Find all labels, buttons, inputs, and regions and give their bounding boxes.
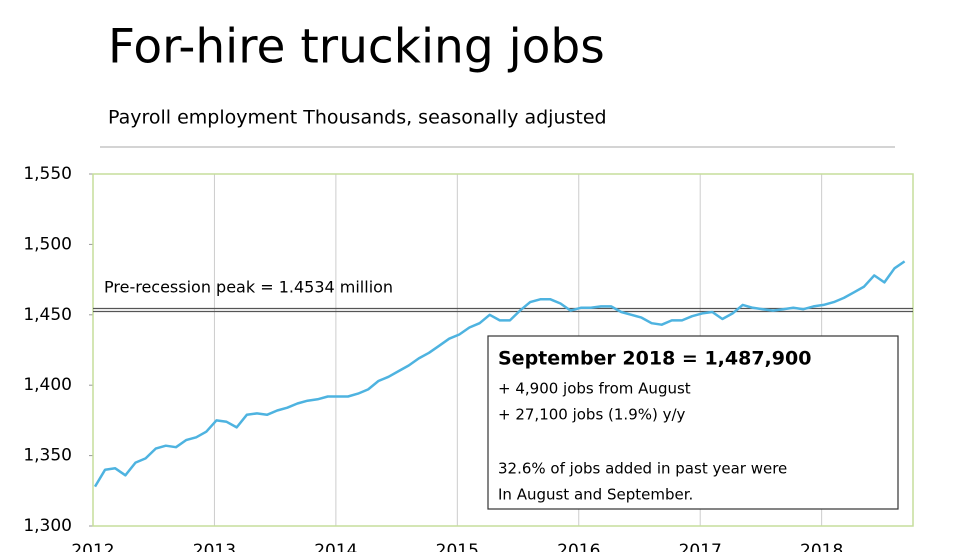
y-tick-label: 1,300: [23, 516, 72, 536]
chart-subtitle: Payroll employment Thousands, seasonally…: [108, 107, 607, 129]
x-tick-label: 2013: [193, 541, 236, 552]
x-tick-label: 2016: [557, 541, 600, 552]
x-tick-label: 2012: [71, 541, 114, 552]
callout-box: [487, 335, 899, 510]
y-tick-label: 1,500: [23, 234, 72, 254]
callout-line: 32.6% of jobs added in past year were: [498, 460, 787, 478]
y-tick-label: 1,350: [23, 446, 72, 466]
data-line: [93, 260, 906, 488]
reference-label: Pre-recession peak = 1.4534 million: [104, 278, 393, 297]
x-tick-label: 2017: [679, 541, 722, 552]
plot-border: [92, 173, 914, 527]
y-tick-label: 1,550: [23, 164, 72, 184]
callout-title: September 2018 = 1,487,900: [498, 348, 811, 370]
y-tick-label: 1,450: [23, 305, 72, 325]
callout-line: In August and September.: [498, 486, 693, 504]
callout-line: + 27,100 jobs (1.9%) y/y: [498, 406, 686, 424]
x-tick-label: 2018: [800, 541, 843, 552]
x-tick-label: 2014: [314, 541, 357, 552]
chart-title: For-hire trucking jobs: [108, 20, 605, 75]
x-tick-label: 2015: [436, 541, 479, 552]
y-tick-label: 1,400: [23, 375, 72, 395]
callout-line: + 4,900 jobs from August: [498, 380, 691, 398]
